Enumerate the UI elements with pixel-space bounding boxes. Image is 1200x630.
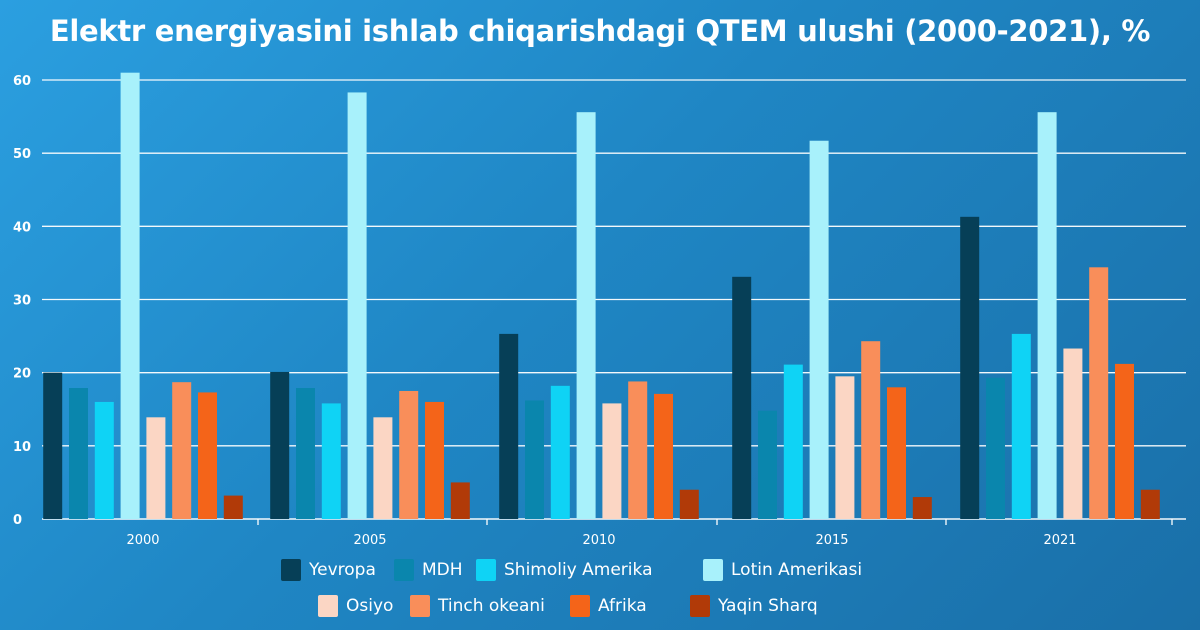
legend-label-yevropa: Yevropa (309, 560, 376, 580)
bar-shimoliy-amerika-2015 (783, 364, 803, 519)
bar-yevropa-2015 (732, 276, 752, 519)
legend-label-lotin-amerikasi: Lotin Amerikasi (731, 560, 863, 580)
bar-tinch-okeani-2000 (172, 382, 192, 519)
legend-swatch-yaqin-sharq (690, 595, 710, 617)
legend-swatch-mdh (394, 559, 414, 581)
legend-label-yaqin-sharq: Yaqin Sharq (718, 596, 818, 616)
legend-label-mdh: MDH (422, 560, 463, 580)
legend-row-2: Osiyo Tinch okeani Afrika Yaqin Sharq (0, 591, 1200, 621)
legend-swatch-afrika (570, 595, 590, 617)
bar-shimoliy-amerika-2000 (94, 401, 114, 519)
bar-osiyo-2005 (373, 417, 393, 519)
x-tick-label: 2021 (1043, 533, 1076, 548)
legend-row-1: Yevropa MDH Shimoliy Amerika Lotin Ameri… (0, 555, 1200, 585)
bar-mdh-2010 (525, 400, 544, 519)
legend-label-osiyo: Osiyo (346, 596, 394, 616)
y-tick-label: 10 (13, 440, 31, 455)
legend-swatch-lotin-amerikasi (703, 559, 723, 581)
chart-title: Elektr energiyasini ishlab chiqarishdagi… (49, 14, 1151, 48)
bar-yaqin-sharq-2021 (1140, 489, 1160, 519)
bar-afrika-2021 (1115, 363, 1134, 519)
x-tick-label: 2010 (582, 533, 615, 548)
bar-afrika-2010 (654, 393, 673, 519)
legend-item-lotin-amerikasi: Lotin Amerikasi (703, 555, 862, 585)
bar-yevropa-2005 (270, 371, 290, 519)
legend-swatch-osiyo (318, 595, 338, 617)
y-tick-label: 30 (13, 294, 31, 309)
bar-shimoliy-amerika-2010 (550, 385, 570, 519)
bar-tinch-okeani-2015 (861, 341, 881, 519)
legend-item-afrika: Afrika (570, 591, 647, 621)
y-tick-label: 20 (13, 367, 31, 382)
legend-item-yevropa: Yevropa (281, 555, 376, 585)
legend-swatch-shimoliy-amerika (476, 559, 496, 581)
y-tick-label: 50 (13, 147, 31, 162)
bar-yaqin-sharq-2015 (912, 497, 932, 519)
bar-tinch-okeani-2021 (1089, 267, 1109, 519)
bar-osiyo-2021 (1063, 348, 1083, 519)
bar-yaqin-sharq-2005 (450, 482, 470, 519)
y-tick-label: 0 (13, 513, 22, 528)
legend-item-yaqin-sharq: Yaqin Sharq (690, 591, 818, 621)
bar-shimoliy-amerika-2021 (1011, 333, 1031, 519)
bar-mdh-2000 (69, 388, 88, 519)
bar-lotin-amerikasi-2015 (809, 140, 829, 519)
y-tick-label: 60 (13, 74, 31, 89)
bar-yaqin-sharq-2000 (223, 495, 243, 519)
legend-label-tinch-okeani: Tinch okeani (438, 596, 545, 616)
bar-tinch-okeani-2010 (628, 381, 648, 519)
legend-swatch-tinch-okeani (410, 595, 430, 617)
bar-shimoliy-amerika-2005 (321, 403, 341, 519)
bar-tinch-okeani-2005 (399, 390, 419, 519)
bar-osiyo-2010 (602, 403, 622, 519)
bar-afrika-2000 (198, 392, 217, 519)
bar-yaqin-sharq-2010 (679, 489, 699, 519)
legend-label-afrika: Afrika (598, 596, 647, 616)
bar-mdh-2015 (758, 410, 777, 519)
legend-item-osiyo: Osiyo (318, 591, 393, 621)
x-tick-label: 2000 (126, 533, 159, 548)
bar-mdh-2021 (986, 377, 1005, 519)
y-tick-label: 40 (13, 220, 31, 235)
bar-osiyo-2000 (146, 417, 166, 519)
x-tick-label: 2005 (353, 533, 386, 548)
x-tick-label: 2015 (815, 533, 848, 548)
bar-yevropa-2010 (499, 333, 519, 519)
bar-lotin-amerikasi-2005 (347, 92, 367, 520)
legend-item-tinch-okeani: Tinch okeani (410, 591, 545, 621)
bar-afrika-2005 (425, 401, 444, 519)
legend-label-shimoliy-amerika: Shimoliy Amerika (504, 560, 653, 580)
bar-mdh-2005 (296, 388, 315, 519)
legend-item-shimoliy-amerika: Shimoliy Amerika (476, 555, 652, 585)
bar-osiyo-2015 (835, 376, 855, 519)
bar-yevropa-2000 (43, 372, 63, 519)
legend-swatch-yevropa (281, 559, 301, 581)
bar-lotin-amerikasi-2010 (576, 112, 596, 520)
bar-afrika-2015 (887, 387, 906, 519)
bar-lotin-amerikasi-2000 (120, 72, 140, 519)
legend-item-mdh: MDH (394, 555, 463, 585)
bar-lotin-amerikasi-2021 (1037, 112, 1057, 520)
bar-yevropa-2021 (960, 216, 980, 520)
